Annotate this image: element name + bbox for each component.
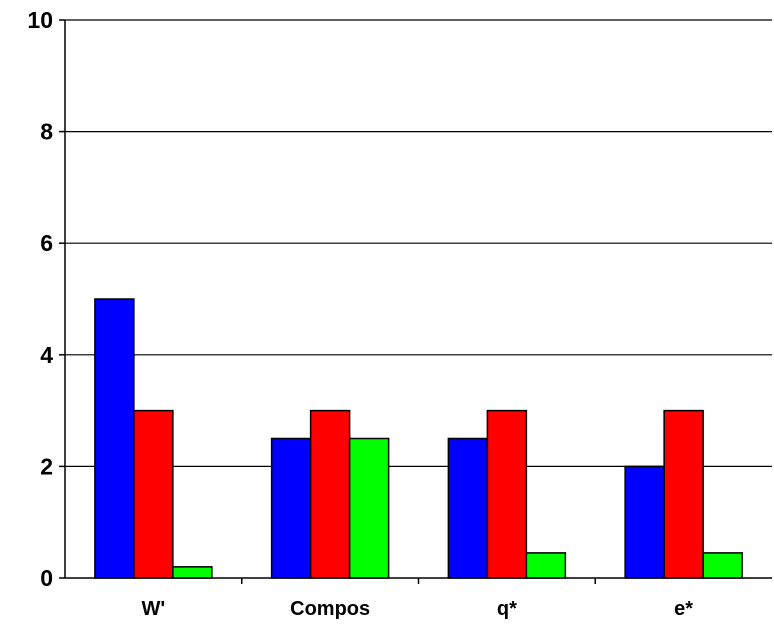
- bars: [94, 298, 743, 579]
- y-tick-label: 6: [40, 230, 53, 256]
- x-category-label: e*: [674, 598, 693, 620]
- bar-0-0: [94, 298, 135, 579]
- bar-1-2: [348, 437, 390, 579]
- y-tick-label: 8: [40, 119, 53, 145]
- bar-2-2: [525, 552, 567, 579]
- labels: 0 2 4 6 8 10 W' Compos q* e*: [27, 7, 693, 620]
- y-tick-label: 4: [40, 342, 53, 368]
- bar-1-1: [309, 409, 351, 579]
- y-tick-label: 10: [27, 7, 53, 33]
- x-category-label: W': [142, 598, 166, 620]
- bar-3-2: [702, 552, 743, 579]
- axes: [59, 19, 772, 584]
- x-category-label: q*: [497, 598, 517, 620]
- bar-3-1: [663, 409, 704, 579]
- y-tick-label: 2: [40, 453, 53, 479]
- bar-2-0: [447, 437, 489, 579]
- bar-2-1: [486, 409, 528, 579]
- bar-3-0: [624, 465, 665, 579]
- bar-0-2: [172, 566, 213, 579]
- gridlines: [65, 19, 772, 467]
- bar-1-0: [270, 437, 312, 579]
- bar-0-1: [133, 409, 174, 579]
- y-tick-label: 0: [40, 565, 53, 591]
- x-category-label: Compos: [290, 598, 370, 620]
